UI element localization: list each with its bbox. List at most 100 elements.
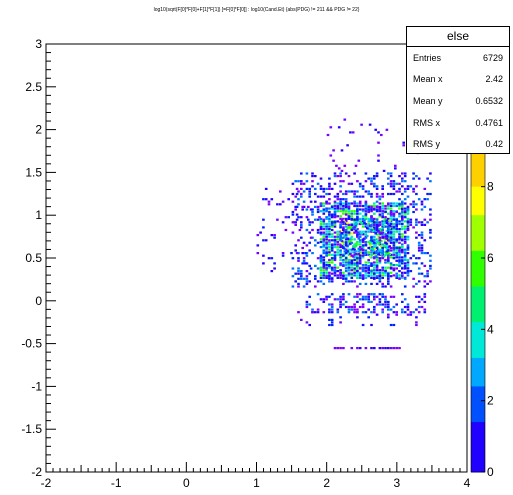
heatmap-cell <box>354 222 358 225</box>
heatmap-cell <box>358 293 362 296</box>
heatmap-cell <box>304 252 307 255</box>
heatmap-cell <box>387 261 390 264</box>
heatmap-cell <box>368 255 372 258</box>
heatmap-cell <box>354 245 358 248</box>
heatmap-cell <box>403 175 407 178</box>
heatmap-cell <box>367 308 370 311</box>
heatmap-cell <box>384 300 387 303</box>
heatmap-cell <box>363 237 366 240</box>
heatmap-cell <box>387 192 390 196</box>
heatmap-cell <box>333 231 337 234</box>
heatmap-cell <box>342 210 345 213</box>
heatmap-cell <box>423 187 427 190</box>
heatmap-cell <box>340 229 344 232</box>
heatmap-cell <box>297 311 300 314</box>
heatmap-cell <box>409 311 413 314</box>
heatmap-cell <box>395 223 398 226</box>
heatmap-cell <box>328 253 331 256</box>
y-tick-label: -2 <box>31 465 42 479</box>
heatmap-cell <box>300 195 303 198</box>
heatmap-cell <box>336 202 340 205</box>
y-tick-label: 0.5 <box>25 251 42 265</box>
heatmap-cell <box>333 270 337 273</box>
heatmap-cell <box>392 241 396 244</box>
heatmap-cell <box>347 243 351 246</box>
heatmap-cell <box>368 240 372 243</box>
heatmap-cell <box>423 239 427 242</box>
heatmap-cell <box>388 227 391 230</box>
heatmap-cell <box>389 275 393 278</box>
heatmap-cell <box>333 246 337 249</box>
heatmap-cell <box>370 246 373 249</box>
heatmap-cell <box>328 220 331 223</box>
heatmap-cell <box>330 261 334 264</box>
heatmap-cell <box>325 298 328 301</box>
heatmap-cell <box>389 202 393 205</box>
heatmap-cell <box>353 190 356 193</box>
heatmap-cell <box>342 258 345 262</box>
heatmap-cell <box>322 274 326 277</box>
heatmap-cell <box>398 198 401 201</box>
heatmap-cell <box>401 203 404 206</box>
heatmap-cell <box>302 257 306 260</box>
heatmap-cell <box>358 182 362 185</box>
heatmap-cell <box>339 300 342 303</box>
heatmap-cell <box>409 223 413 226</box>
heatmap-cell <box>384 298 387 301</box>
heatmap-cell <box>381 252 384 255</box>
heatmap-cell <box>314 275 317 278</box>
heatmap-cell <box>392 264 396 267</box>
heatmap-cell <box>347 305 351 309</box>
heatmap-cell <box>347 175 351 178</box>
color-scale-band <box>471 365 485 373</box>
heatmap-cell <box>370 240 373 244</box>
heatmap-cell <box>294 195 297 198</box>
heatmap-cell <box>342 264 345 267</box>
heatmap-cell <box>350 269 354 272</box>
heatmap-cell <box>401 259 404 262</box>
heatmap-cell <box>330 269 334 272</box>
heatmap-cell <box>300 182 303 185</box>
heatmap-cell <box>302 200 306 203</box>
heatmap-cell <box>377 229 380 232</box>
heatmap-cell <box>339 190 342 193</box>
heatmap-cell <box>381 187 384 190</box>
heatmap-cell <box>356 276 359 279</box>
heatmap-cell <box>384 295 387 298</box>
heatmap-cell <box>279 203 282 206</box>
heatmap-cell <box>406 270 410 273</box>
heatmap-cell <box>354 252 358 256</box>
heatmap-cell <box>343 250 347 253</box>
heatmap-cell <box>370 293 373 296</box>
heatmap-cell <box>378 277 382 280</box>
heatmap-cell <box>406 212 410 215</box>
heatmap-cell <box>392 248 396 251</box>
heatmap-cell <box>401 200 404 203</box>
heatmap-cell <box>300 270 303 273</box>
heatmap-cell <box>328 228 331 231</box>
heatmap-cell <box>322 225 326 228</box>
heatmap-cell <box>295 187 299 190</box>
heatmap-cell <box>353 271 356 274</box>
heatmap-cell <box>415 185 418 188</box>
heatmap-cell <box>347 182 351 185</box>
heatmap-cell <box>384 258 387 262</box>
heatmap-cell <box>328 215 331 218</box>
heatmap-cell <box>398 274 401 277</box>
heatmap-cell <box>415 208 418 211</box>
heatmap-cell <box>270 198 274 201</box>
heatmap-cell <box>364 210 368 213</box>
y-tick-label: -1.5 <box>21 422 42 436</box>
heatmap-cell <box>389 204 393 208</box>
heatmap-cell <box>325 225 328 228</box>
heatmap-cell <box>308 190 311 193</box>
heatmap-cell <box>311 175 314 178</box>
heatmap-cell <box>378 236 382 239</box>
heatmap-cell <box>336 347 340 350</box>
heatmap-cell <box>361 222 365 226</box>
heatmap-cell <box>382 219 386 222</box>
heatmap-cell <box>330 216 334 219</box>
heatmap-cell <box>389 241 393 244</box>
heatmap-cell <box>402 144 405 147</box>
heatmap-cell <box>295 192 299 196</box>
